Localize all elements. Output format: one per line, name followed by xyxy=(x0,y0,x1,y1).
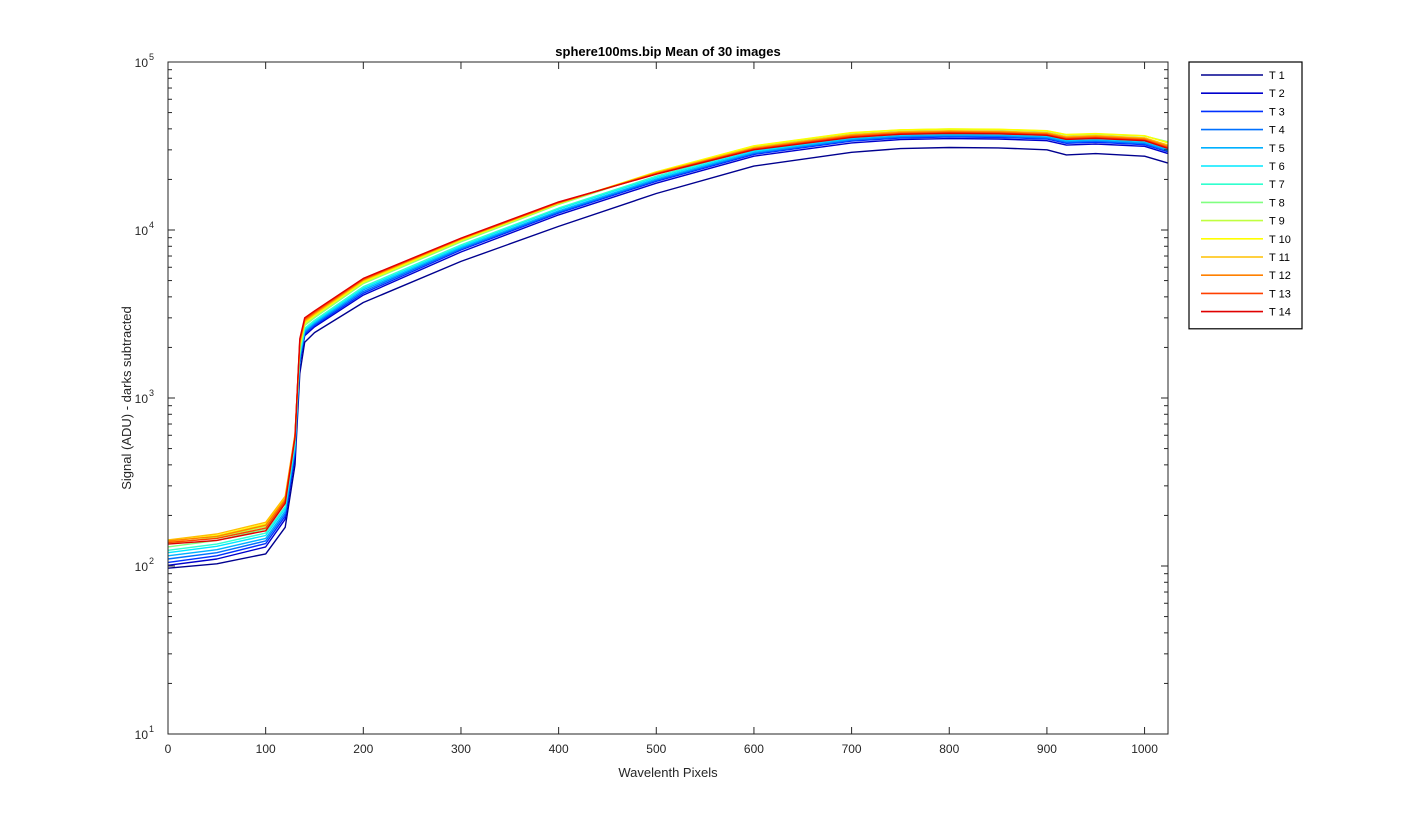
x-tick-label: 900 xyxy=(1037,742,1057,756)
legend-label-5: T 5 xyxy=(1269,143,1285,155)
y-axis-title: Signal (ADU) - darks subtracted xyxy=(119,306,134,490)
series-line-14 xyxy=(167,132,1169,545)
y-tick-label: 10 xyxy=(135,392,149,406)
series-line-1 xyxy=(167,146,1169,569)
x-tick-label: 500 xyxy=(646,742,666,756)
legend-label-14: T 14 xyxy=(1269,307,1291,319)
x-tick-label: 600 xyxy=(744,742,764,756)
y-tick-label-exponent: 5 xyxy=(149,52,154,62)
legend-label-12: T 12 xyxy=(1269,270,1291,282)
legend-label-8: T 8 xyxy=(1269,197,1285,209)
x-tick-label: 300 xyxy=(451,742,471,756)
y-tick-label-exponent: 1 xyxy=(149,724,154,734)
x-axis-title: Wavelenth Pixels xyxy=(618,765,718,780)
chart-title: sphere100ms.bip Mean of 30 images xyxy=(555,44,780,59)
y-tick-label-exponent: 2 xyxy=(149,556,154,566)
legend-label-10: T 10 xyxy=(1269,234,1291,246)
legend: T 1 T 2 T 3 T 4 T 5 T 6 T 7 T 8 T 9 T 10 T 11 T 12 T… xyxy=(1188,61,1303,330)
series-group xyxy=(167,128,1169,569)
legend-label-4: T 4 xyxy=(1269,125,1285,137)
legend-box xyxy=(1188,61,1303,330)
x-tick-label: 100 xyxy=(256,742,276,756)
legend-label-13: T 13 xyxy=(1269,288,1291,300)
legend-label-6: T 6 xyxy=(1269,161,1285,173)
legend-label-1: T 1 xyxy=(1269,70,1285,82)
x-tick-label: 0 xyxy=(165,742,172,756)
y-tick-label: 10 xyxy=(135,728,149,742)
y-tick-label: 10 xyxy=(135,560,149,574)
legend-label-7: T 7 xyxy=(1269,179,1285,191)
x-tick-label: 1000 xyxy=(1131,742,1158,756)
legend-label-9: T 9 xyxy=(1269,216,1285,228)
x-axis: 0 100 200 300 400 500 600 700 800 900 1000 xyxy=(165,62,1158,756)
x-tick-label: 700 xyxy=(842,742,862,756)
plot-background xyxy=(168,62,1168,734)
y-tick-label: 10 xyxy=(135,224,149,238)
y-tick-label: 10 xyxy=(135,56,149,70)
legend-label-11: T 11 xyxy=(1269,252,1290,264)
plot-area xyxy=(167,61,1169,735)
x-tick-label: 800 xyxy=(939,742,959,756)
x-tick-label: 400 xyxy=(549,742,569,756)
x-tick-label: 200 xyxy=(353,742,373,756)
legend-label-3: T 3 xyxy=(1269,106,1285,118)
y-tick-label-exponent: 3 xyxy=(149,388,154,398)
legend-label-2: T 2 xyxy=(1269,88,1285,100)
y-tick-label-exponent: 4 xyxy=(149,220,154,230)
